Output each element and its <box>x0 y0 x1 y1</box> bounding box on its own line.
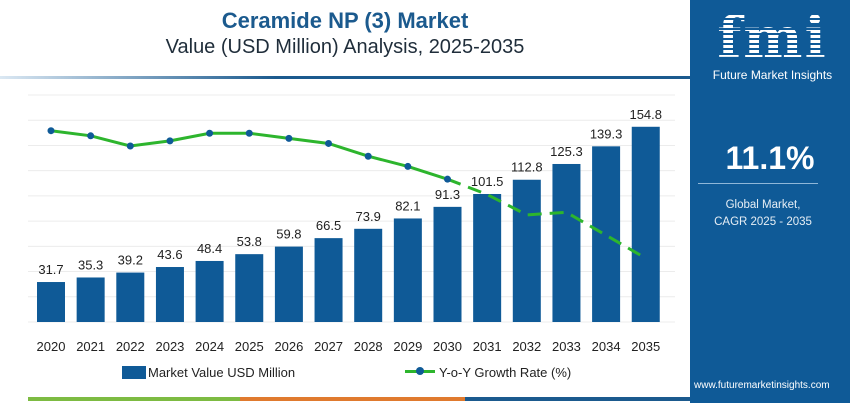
brand-name: Future Market Insights <box>712 68 833 82</box>
bar-2028 <box>354 228 383 322</box>
bar-2034 <box>592 146 621 322</box>
growth-marker-2020 <box>47 127 55 135</box>
bar-label-2026: 59.8 <box>276 227 301 242</box>
growth-marker-2028 <box>364 152 372 160</box>
cagr-label: Global Market, CAGR 2025 - 2035 <box>690 197 836 231</box>
bar-label-2030: 91.3 <box>435 187 460 202</box>
x-tick-2026: 2026 <box>274 339 303 354</box>
x-tick-2034: 2034 <box>592 339 621 354</box>
bar-2027 <box>314 238 343 322</box>
fmi-logo: fmi Future Market Insights <box>710 10 835 82</box>
bar-label-2034: 139.3 <box>590 126 623 141</box>
chart-title: Ceramide NP (3) Market <box>221 8 469 33</box>
cagr-label-line1: Global Market, <box>725 199 801 211</box>
x-tick-2024: 2024 <box>195 339 224 354</box>
x-tick-2032: 2032 <box>512 339 541 354</box>
legend-line: Y-o-Y Growth Rate (%) <box>405 365 571 380</box>
bar-2020 <box>37 282 65 322</box>
sidebar-panel: fmi Future Market Insights 11.1% Global M… <box>690 0 850 403</box>
growth-marker-2025 <box>245 129 253 137</box>
bar-2033 <box>552 163 581 322</box>
bottom-color-bar <box>28 397 690 401</box>
growth-marker-2027 <box>325 139 333 147</box>
x-tick-2027: 2027 <box>314 339 343 354</box>
bar-label-2028: 73.9 <box>356 209 381 224</box>
bar-label-2032: 112.8 <box>511 160 543 175</box>
bar-label-2027: 66.5 <box>316 218 341 233</box>
legend-line-swatch <box>405 367 435 375</box>
bar-label-2029: 82.1 <box>395 198 420 213</box>
divider <box>698 183 818 184</box>
growth-marker-2023 <box>166 137 174 145</box>
bar-2032 <box>512 179 541 322</box>
bar-2031 <box>473 193 502 322</box>
legend-bar-swatch <box>122 366 146 379</box>
website-link[interactable]: www.futuremarketinsights.com <box>694 380 830 391</box>
x-tick-2029: 2029 <box>393 339 422 354</box>
bar-label-2023: 43.6 <box>157 247 182 262</box>
bar-2023 <box>155 267 184 322</box>
legend-line-label: Y-o-Y Growth Rate (%) <box>439 365 572 380</box>
legend-bar-label: Market Value USD Million <box>148 365 296 380</box>
bar-label-2025: 53.8 <box>237 234 262 249</box>
chart-plot: 31.7 2020 35.3 2021 39.2 2022 43.6 2023 48.4 2024… <box>28 94 675 354</box>
bar-2022 <box>116 272 145 322</box>
x-tick-2035: 2035 <box>631 339 660 354</box>
cagr-value: 11.1% <box>725 140 815 176</box>
legend-bar: Market Value USD Million <box>122 365 295 380</box>
bar-2024 <box>195 260 224 322</box>
growth-marker-2024 <box>206 129 214 137</box>
bar-2029 <box>393 218 422 322</box>
x-tick-2028: 2028 <box>354 339 383 354</box>
bar-label-2024: 48.4 <box>197 241 222 256</box>
x-tick-2030: 2030 <box>433 339 462 354</box>
x-tick-2020: 2020 <box>37 339 66 354</box>
bar-label-2022: 39.2 <box>118 253 143 268</box>
cagr-label-line2: CAGR 2025 - 2035 <box>714 216 812 228</box>
x-tick-2022: 2022 <box>116 339 145 354</box>
bar-label-2035: 154.8 <box>629 107 662 122</box>
bar-2025 <box>235 254 264 322</box>
divider <box>0 76 690 79</box>
bar-2026 <box>274 246 303 322</box>
growth-marker-2029 <box>404 162 412 170</box>
bar-label-2033: 125.3 <box>550 144 583 159</box>
x-tick-2021: 2021 <box>76 339 105 354</box>
bar-2021 <box>76 277 105 322</box>
bar-2035 <box>631 126 660 322</box>
growth-marker-2030 <box>444 175 451 183</box>
bar-label-2021: 35.3 <box>78 257 103 272</box>
bar-label-2020: 31.7 <box>38 262 63 277</box>
growth-marker-2021 <box>87 132 95 140</box>
growth-marker-2026 <box>285 134 293 142</box>
growth-marker-2022 <box>126 142 134 150</box>
bar-label-2031: 101.5 <box>471 174 504 189</box>
growth-line-solid <box>50 129 448 181</box>
bar-2030 <box>433 206 462 322</box>
x-tick-2025: 2025 <box>235 339 264 354</box>
growth-line-dashed <box>446 177 647 260</box>
x-tick-2033: 2033 <box>552 339 581 354</box>
x-tick-2031: 2031 <box>473 339 502 354</box>
x-tick-2023: 2023 <box>155 339 184 354</box>
chart-subtitle: Value (USD Million) Analysis, 2025-2035 <box>165 36 525 58</box>
